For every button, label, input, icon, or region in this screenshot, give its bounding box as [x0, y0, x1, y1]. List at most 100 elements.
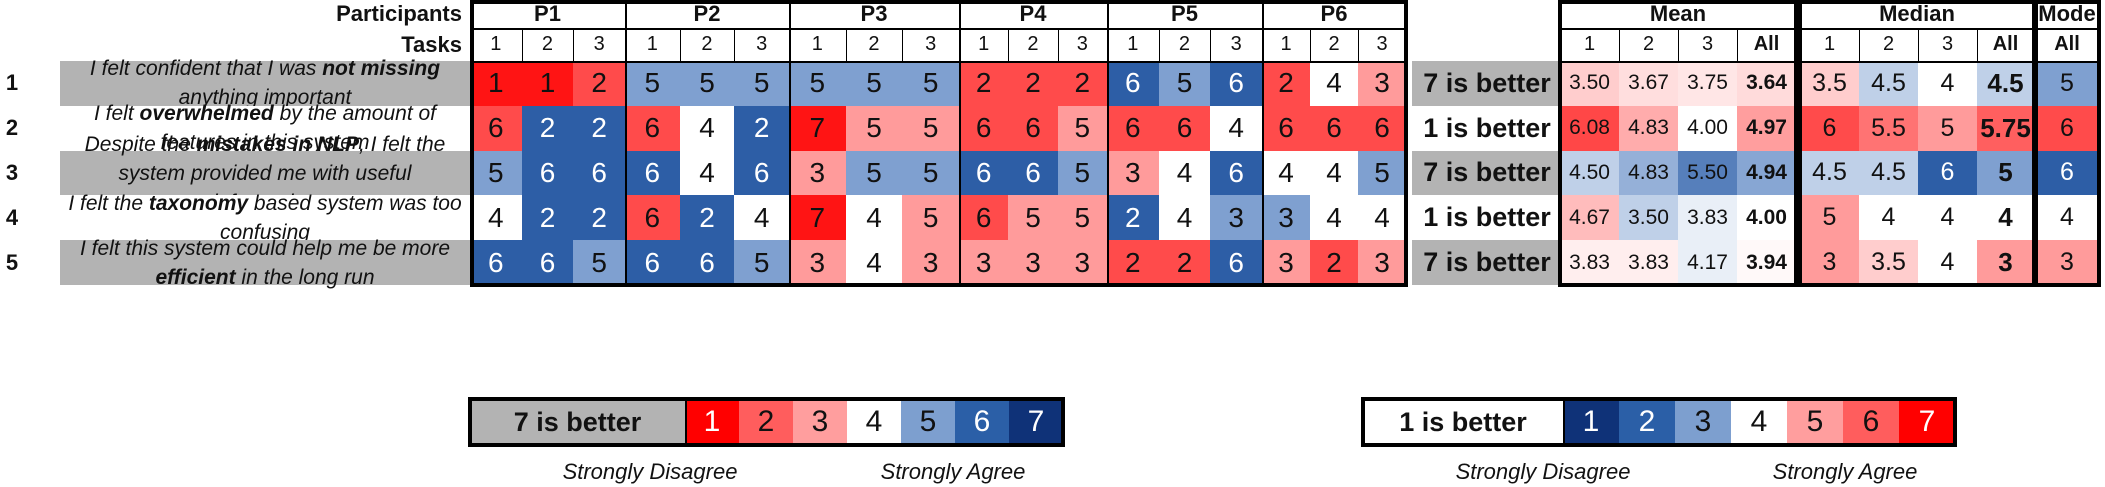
score-cell: 5 — [1057, 150, 1107, 196]
median-subheader-1: 1 — [1823, 33, 1836, 55]
mean-subheader-2: 2 — [1642, 33, 1655, 55]
mean-cell: 4.17 — [1678, 240, 1737, 285]
score-cell: 3 — [959, 240, 1009, 285]
score-cell: 5 — [902, 150, 959, 196]
median-subheader-3: 3 — [1941, 33, 1954, 55]
median-cell: 5.75 — [1977, 105, 2034, 151]
score-cell: 5 — [1358, 150, 1406, 196]
question-text: I felt the taxonomy based system was too… — [60, 192, 470, 244]
mode-cell: 5 — [2036, 61, 2098, 106]
score-cell: 4 — [1158, 150, 1211, 196]
score-cell: 1 — [470, 61, 522, 106]
score-cell: 6 — [1158, 105, 1211, 151]
score-cell: 3 — [789, 150, 846, 196]
score-cell: 4 — [679, 150, 735, 196]
participant-header-p2: P2 — [693, 1, 721, 26]
task-header-p5-2: 2 — [1178, 33, 1191, 55]
mode-header: Mode — [2038, 1, 2096, 26]
legend-swatch: 4 — [847, 399, 901, 445]
mean-subheader-3: 3 — [1701, 33, 1714, 55]
mean-cell: 4.83 — [1619, 150, 1678, 196]
score-cell: 5 — [734, 61, 789, 106]
participants-label: Participants — [336, 1, 462, 26]
score-cell: 3 — [789, 240, 846, 285]
score-cell: 5 — [625, 61, 680, 106]
score-cell: 5 — [679, 61, 735, 106]
mean-cell: 4.50 — [1560, 150, 1619, 196]
task-header-p2-1: 1 — [646, 33, 658, 55]
task-header-p4-3: 3 — [1076, 33, 1088, 55]
score-cell: 3 — [1262, 240, 1310, 285]
median-cell: 5 — [1918, 105, 1977, 151]
question-text: I felt confident that I was not missing … — [60, 57, 470, 109]
score-cell: 2 — [734, 105, 789, 151]
task-header-p2-2: 2 — [701, 33, 713, 55]
task-header-p6-2: 2 — [1328, 33, 1340, 55]
mean-cell: 4.00 — [1737, 195, 1796, 241]
median-cell: 5 — [1977, 150, 2034, 196]
participant-header-p5: P5 — [1171, 1, 1198, 26]
task-header-p1-2: 2 — [541, 33, 554, 55]
mean-cell: 3.50 — [1619, 195, 1678, 241]
score-cell: 4 — [845, 240, 903, 285]
score-cell: 6 — [625, 195, 680, 241]
legend-swatch: 6 — [955, 399, 1009, 445]
question-text: I felt this system could help me be more… — [60, 237, 470, 289]
median-cell: 3.5 — [1859, 240, 1918, 285]
score-cell: 6 — [1210, 150, 1262, 196]
mean-cell: 4.97 — [1737, 105, 1796, 151]
mode-subheader-all: All — [2054, 33, 2080, 55]
score-cell: 3 — [1262, 195, 1310, 241]
score-cell: 5 — [1057, 105, 1107, 151]
mode-cell: 6 — [2036, 150, 2098, 196]
score-cell: 5 — [845, 105, 903, 151]
score-cell: 3 — [902, 240, 959, 285]
score-cell: 2 — [1158, 240, 1211, 285]
legend-high-label: Strongly Agree — [1772, 459, 1918, 484]
score-cell: 6 — [959, 195, 1009, 241]
median-cell: 4.5 — [1859, 150, 1918, 196]
score-cell: 6 — [625, 105, 680, 151]
median-cell: 3 — [1800, 240, 1859, 285]
mean-cell: 6.08 — [1560, 105, 1619, 151]
mode-cell: 4 — [2036, 195, 2098, 241]
question-number: 1 — [5, 70, 19, 96]
participant-header-p1: P1 — [534, 1, 561, 26]
score-cell: 4 — [734, 195, 789, 241]
mean-cell: 3.83 — [1619, 240, 1678, 285]
score-cell: 4 — [1210, 105, 1262, 151]
score-cell: 6 — [521, 150, 574, 196]
score-cell: 6 — [470, 105, 522, 151]
better-label: 1 is better — [1412, 105, 1562, 151]
score-cell: 6 — [1107, 105, 1159, 151]
score-cell: 5 — [1057, 195, 1107, 241]
mean-cell: 3.83 — [1560, 240, 1619, 285]
score-cell: 5 — [902, 195, 959, 241]
score-cell: 5 — [789, 61, 846, 106]
legend-swatch: 1 — [685, 399, 739, 445]
mean-cell: 3.83 — [1678, 195, 1737, 241]
legend-high-label: Strongly Agree — [880, 459, 1026, 484]
task-header-p3-3: 3 — [925, 33, 937, 55]
mode-cell: 3 — [2036, 240, 2098, 285]
legend-title: 7 is better — [470, 399, 685, 445]
legend-swatch: 2 — [739, 399, 793, 445]
question-number: 2 — [5, 115, 19, 141]
participant-header-p6: P6 — [1320, 1, 1348, 26]
mean-cell: 3.75 — [1678, 61, 1737, 106]
mean-cell: 4.67 — [1560, 195, 1619, 241]
score-cell: 4 — [1262, 150, 1310, 196]
median-cell: 4 — [1918, 195, 1977, 241]
score-cell: 6 — [625, 150, 680, 196]
score-cell: 2 — [1262, 61, 1310, 106]
score-cell: 4 — [470, 195, 522, 241]
score-cell: 2 — [1107, 195, 1159, 241]
task-header-p2-3: 3 — [756, 33, 768, 55]
task-header-p1-1: 1 — [490, 33, 502, 55]
score-cell: 5 — [1158, 61, 1211, 106]
median-cell: 5 — [1800, 195, 1859, 241]
score-cell: 3 — [1057, 240, 1107, 285]
score-cell: 5 — [845, 61, 903, 106]
score-cell: 2 — [1057, 61, 1107, 106]
legend-swatch: 1 — [1563, 399, 1619, 445]
